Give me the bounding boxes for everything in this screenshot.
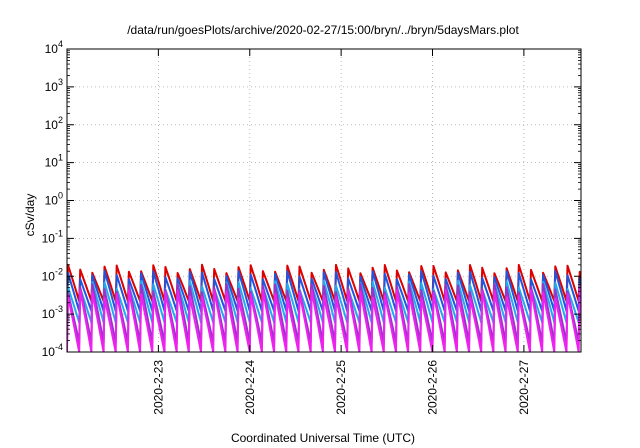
chart-title: /data/run/goesPlots/archive/2020-02-27/1…	[127, 23, 519, 37]
x-axis-label: Coordinated Universal Time (UTC)	[231, 431, 415, 445]
y-tick-label: 101	[45, 153, 63, 170]
y-tick-label: 10-4	[42, 342, 63, 359]
x-tick-label: 2020-2-25	[334, 360, 348, 415]
y-tick-label: 10-2	[42, 266, 63, 283]
y-tick-label: 102	[45, 115, 63, 132]
y-tick-label: 104	[45, 39, 63, 56]
x-tick-label: 2020-2-23	[151, 360, 165, 415]
y-axis-label: cSv/day	[23, 194, 37, 237]
y-tick-label: 10-3	[42, 304, 63, 321]
x-tick-label: 2020-2-26	[426, 360, 440, 415]
series-line	[67, 288, 581, 352]
x-axis: 2020-2-23 2020-2-24 2020-2-25 2020-2-26 2020…	[151, 49, 531, 415]
x-tick-label: 2020-2-27	[517, 360, 531, 415]
y-tick-label: 100	[45, 191, 63, 208]
y-tick-label: 103	[45, 77, 63, 94]
series-group	[67, 263, 581, 352]
y-tick-label: 10-1	[42, 228, 63, 245]
x-tick-label: 2020-2-24	[243, 360, 257, 415]
y-axis: 10-4 10-3 10-2 10-1 100 101 102 103 104	[42, 39, 581, 359]
